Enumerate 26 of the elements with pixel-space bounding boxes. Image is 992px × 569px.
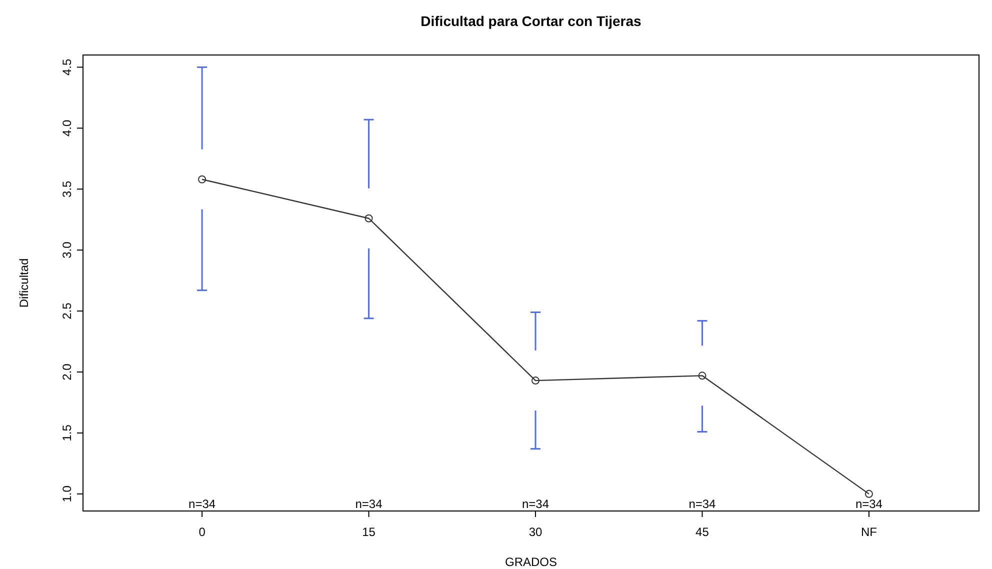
annotation: n=34 xyxy=(688,497,716,511)
annotation: n=34 xyxy=(855,497,883,511)
x-axis-title: GRADOS xyxy=(504,555,558,569)
y-tick-label: 1.5 xyxy=(60,424,74,442)
y-tick-label: 4.0 xyxy=(60,119,74,136)
x-tick-label: 45 xyxy=(696,525,710,539)
annotation: n=34 xyxy=(188,497,216,511)
annotation: n=34 xyxy=(522,497,550,511)
y-axis-title: Dificultad xyxy=(17,258,31,308)
y-tick-label: 4.5 xyxy=(60,58,74,76)
point xyxy=(864,490,873,498)
annotation: n=34 xyxy=(355,497,383,511)
y-tick-label: 2.5 xyxy=(60,302,74,320)
point xyxy=(532,376,540,385)
point xyxy=(364,214,373,222)
x-tick-label: NF xyxy=(860,525,877,539)
x-tick-label: 15 xyxy=(362,525,376,539)
y-tick-label: 3.0 xyxy=(60,241,74,258)
y-tick-label: 3.5 xyxy=(60,180,74,198)
x-tick-label: 30 xyxy=(528,525,542,539)
x-tick-label: 0 xyxy=(198,525,206,539)
point xyxy=(698,372,706,380)
point xyxy=(198,175,206,184)
y-tick-label: 1.0 xyxy=(60,485,74,502)
y-tick-label: 2.0 xyxy=(60,363,74,380)
chart-title: Dificultad para Cortar con Tijeras xyxy=(420,13,642,29)
